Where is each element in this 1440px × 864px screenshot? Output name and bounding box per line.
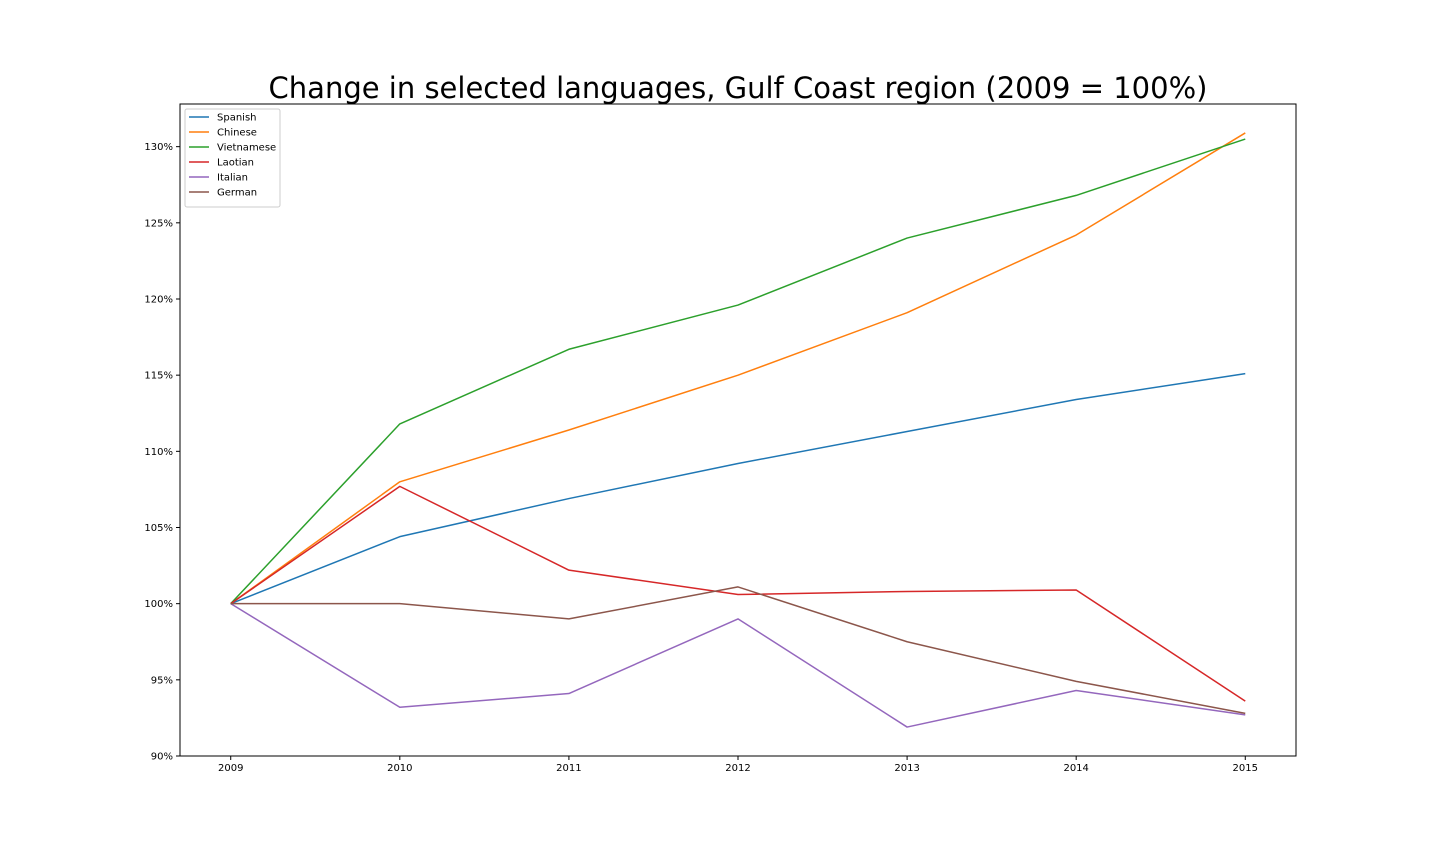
y-tick-label: 95% (151, 675, 173, 686)
y-tick-label: 90% (151, 752, 173, 763)
y-axis: 90% 95% 100% 105% 110% 115% 120% 125% 130% (144, 142, 180, 763)
legend-label-german: German (217, 188, 257, 199)
x-tick-label: 2010 (387, 763, 412, 774)
legend-label-spanish: Spanish (217, 113, 257, 124)
legend-label-vietnamese: Vietnamese (217, 143, 276, 154)
y-tick-label: 125% (144, 218, 173, 229)
y-tick-label: 120% (144, 294, 173, 305)
series-line-spanish (230, 372, 1246, 605)
series-line-german (230, 586, 1246, 715)
legend-label-italian: Italian (217, 173, 248, 184)
y-tick-label: 110% (144, 447, 173, 458)
series-line-chinese (230, 132, 1246, 605)
series-line-italian (230, 603, 1246, 728)
x-axis: 2009 2010 2011 2012 2013 2014 2015 (218, 756, 1258, 774)
legend-label-laotian: Laotian (217, 158, 254, 169)
series-layer (230, 132, 1246, 728)
chart-title: Change in selected languages, Gulf Coast… (269, 71, 1208, 105)
series-line-laotian (230, 485, 1246, 702)
x-tick-label: 2013 (894, 763, 919, 774)
y-tick-label: 105% (144, 523, 173, 534)
x-tick-label: 2009 (218, 763, 243, 774)
x-tick-label: 2012 (725, 763, 750, 774)
plot-area-frame (179, 103, 1297, 757)
x-tick-label: 2015 (1233, 763, 1258, 774)
x-tick-label: 2014 (1063, 763, 1088, 774)
y-tick-label: 115% (144, 371, 173, 382)
series-line-vietnamese (230, 138, 1246, 605)
x-tick-label: 2011 (556, 763, 581, 774)
legend-label-chinese: Chinese (217, 128, 257, 139)
y-tick-label: 130% (144, 142, 173, 153)
legend: Spanish Chinese Vietnamese Laotian Italian Ge… (184, 108, 281, 208)
legend-box (184, 108, 281, 208)
y-tick-label: 100% (144, 599, 173, 610)
